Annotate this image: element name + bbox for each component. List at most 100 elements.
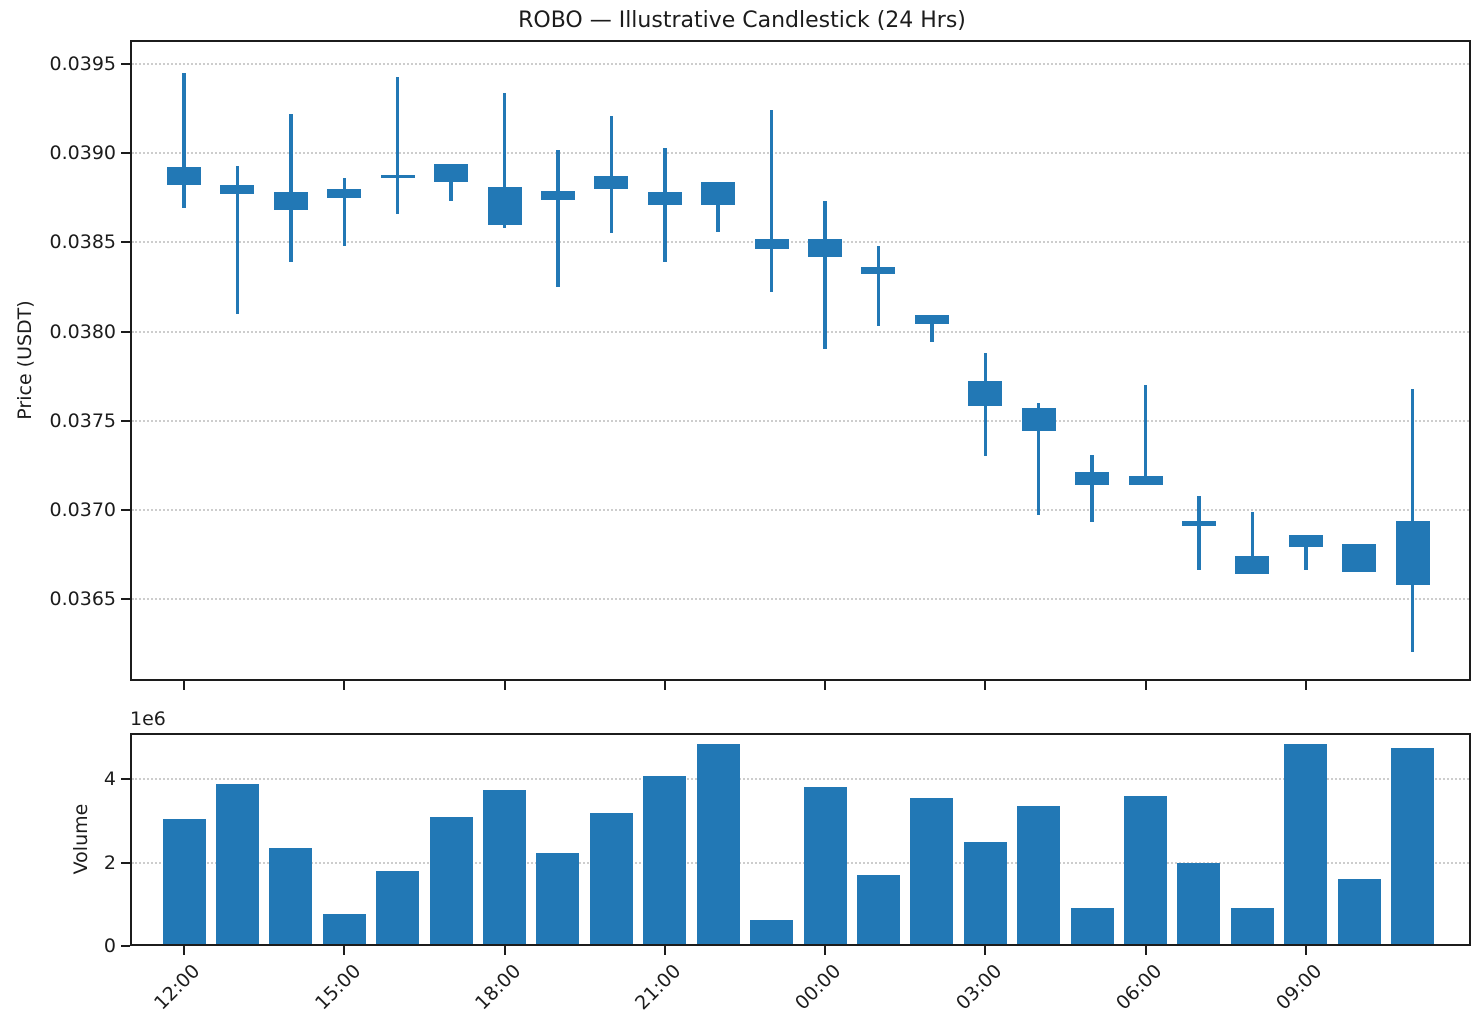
volume-gridline (132, 861, 1469, 864)
price-tick-label: 0.0395 (49, 53, 116, 76)
volume-bar (162, 818, 206, 944)
candle-wick (1143, 385, 1148, 485)
price-xtick (503, 681, 506, 690)
volume-xtick (663, 946, 666, 955)
candle-wick (235, 165, 240, 314)
price-gridline (132, 152, 1469, 155)
x-tick-label: 00:00 (791, 960, 846, 1015)
volume-tick-label: 2 (103, 851, 116, 874)
volume-bar (269, 848, 313, 944)
candle-wick (182, 72, 186, 209)
price-tick-label: 0.0365 (49, 587, 116, 610)
x-tick-label: 03:00 (951, 960, 1006, 1015)
candle-body (220, 185, 255, 195)
candle-body (808, 238, 843, 257)
volume-ytick (121, 778, 130, 781)
volume-xtick (183, 946, 185, 955)
price-ytick (121, 419, 130, 422)
candle-body (1181, 520, 1216, 526)
price-xtick (183, 681, 185, 690)
price-xtick (1144, 681, 1147, 690)
candle-wick (930, 315, 934, 343)
price-ytick (121, 241, 130, 244)
candle-body (380, 174, 415, 179)
candle-body (540, 190, 575, 200)
candle-wick (502, 92, 507, 229)
candle-wick (609, 115, 614, 234)
volume-xtick (1304, 946, 1307, 955)
candle-body (1021, 408, 1056, 432)
volume-bar (589, 812, 633, 944)
volume-bar (536, 853, 580, 944)
candle-body (1395, 520, 1430, 585)
volume-bar (1070, 908, 1114, 944)
candle-wick (395, 76, 400, 214)
volume-bar (483, 789, 527, 944)
volume-gridline (132, 778, 1469, 781)
price-tick-label: 0.0370 (49, 498, 116, 521)
volume-bar (696, 743, 740, 944)
price-xtick (343, 681, 346, 690)
candle-wick (663, 147, 667, 262)
candle-wick (289, 113, 293, 262)
candle-body (914, 315, 949, 325)
candle-wick (876, 245, 881, 327)
price-panel (130, 40, 1471, 681)
candle-body (647, 192, 682, 205)
volume-axis-label: Volume (70, 803, 92, 874)
volume-bar (1284, 744, 1328, 944)
candle-body (434, 163, 469, 182)
price-gridline (132, 241, 1469, 244)
volume-bar (376, 870, 420, 944)
volume-bar (1124, 795, 1168, 944)
volume-tick-label: 0 (103, 935, 116, 957)
price-xtick (824, 681, 827, 690)
candle-body (1288, 534, 1323, 548)
x-tick-label: 15:00 (310, 960, 365, 1015)
candle-body (968, 381, 1003, 407)
candle-wick (823, 201, 827, 350)
price-ytick (121, 597, 130, 600)
volume-xtick (343, 946, 346, 955)
chart-title: ROBO — Illustrative Candlestick (24 Hrs) (518, 8, 966, 33)
volume-bar (1391, 747, 1435, 944)
candle-body (167, 167, 201, 186)
volume-bar (215, 784, 259, 944)
candle-body (1128, 475, 1163, 485)
candle-body (487, 187, 522, 225)
price-tick-label: 0.0380 (49, 320, 116, 343)
volume-ytick (121, 861, 130, 864)
candle-wick (1197, 495, 1201, 571)
candle-wick (556, 149, 560, 287)
price-tick-label: 0.0390 (49, 142, 116, 165)
price-gridline (132, 330, 1469, 333)
candle-wick (1304, 534, 1308, 571)
candle-wick (716, 181, 720, 232)
price-gridline (132, 508, 1469, 511)
candle-body (273, 192, 308, 211)
volume-bar (856, 875, 900, 944)
volume-bar (322, 914, 366, 944)
price-ytick (121, 63, 130, 66)
volume-xtick (824, 946, 827, 955)
volume-bar (1230, 908, 1274, 944)
volume-xtick (503, 946, 506, 955)
volume-xtick (984, 946, 987, 955)
x-tick-label: 12:00 (150, 960, 205, 1015)
volume-bar (750, 920, 794, 944)
volume-bar (643, 775, 687, 944)
x-tick-label: 09:00 (1272, 960, 1327, 1015)
volume-bar (910, 798, 954, 944)
candle-body (754, 238, 789, 250)
candle-body (701, 181, 736, 205)
x-tick-label: 18:00 (470, 960, 526, 1015)
volume-tick-label: 4 (103, 768, 116, 791)
price-ytick (121, 330, 130, 333)
candle-wick (1036, 402, 1041, 516)
price-tick-label: 0.0385 (49, 231, 116, 254)
candle-body (861, 267, 896, 275)
candle-wick (1090, 454, 1094, 523)
candle-body (1235, 556, 1270, 575)
volume-offset-label: 1e6 (130, 708, 166, 730)
